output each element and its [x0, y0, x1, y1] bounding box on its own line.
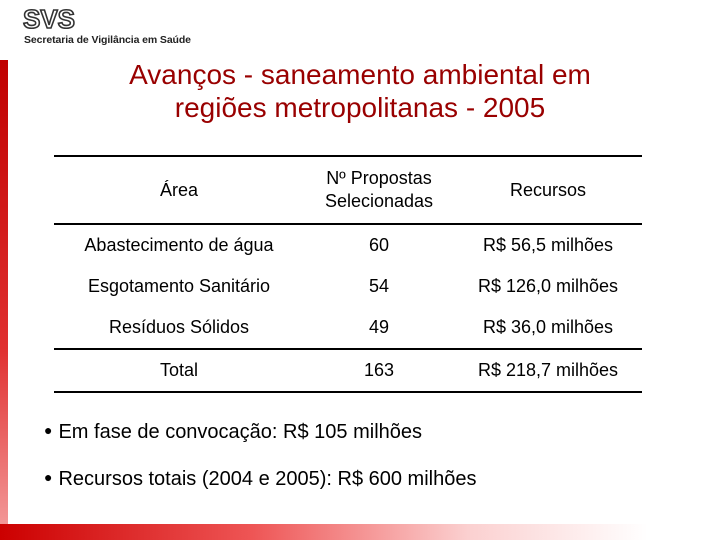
bullet-list: ● Em fase de convocação: R$ 105 milhões ●…	[44, 418, 476, 512]
logo-text: Secretaria de Vigilância em Saúde	[24, 34, 191, 46]
header-proposals: Nº Propostas Selecionadas	[304, 155, 454, 225]
header-proposals-line-1: Nº Propostas	[326, 168, 432, 188]
svg-text:SVS: SVS	[23, 6, 75, 32]
cell-area: Abastecimento de água	[84, 235, 274, 255]
total-resources: R$ 218,7 milhões	[454, 348, 642, 393]
results-table: Área Nº Propostas Selecionadas Recursos …	[54, 155, 642, 393]
bullet-item: ● Recursos totais (2004 e 2005): R$ 600 m…	[44, 465, 476, 491]
cell-area: Resíduos Sólidos	[108, 317, 250, 337]
total-proposals: 163	[304, 348, 454, 393]
header-resources: Recursos	[454, 155, 642, 225]
header-area: Área	[54, 155, 304, 225]
cell-proposals: 60	[368, 235, 390, 255]
header-proposals-line-2: Selecionadas	[324, 191, 434, 211]
bullet-dot-icon: ●	[44, 469, 53, 485]
total-area: Total	[54, 348, 304, 393]
bullet-text: Recursos totais (2004 e 2005): R$ 600 mi…	[58, 468, 477, 490]
table-row: Resíduos Sólidos 49 R$ 36,0 milhões	[54, 307, 642, 349]
bullet-text: Em fase de convocação: R$ 105 milhões	[58, 421, 423, 443]
left-accent-bar	[0, 60, 8, 540]
cell-proposals: 54	[368, 276, 390, 296]
cell-resources: R$ 36,0 milhões	[482, 317, 614, 337]
cell-area: Esgotamento Sanitário	[87, 276, 271, 296]
svs-logo-mark: SVS	[22, 6, 76, 32]
title-line-1: Avanços - saneamento ambiental em	[129, 59, 591, 90]
slide-title: Avanços - saneamento ambiental em regiõe…	[40, 58, 680, 124]
bullet-item: ● Em fase de convocação: R$ 105 milhões	[44, 418, 476, 444]
cell-resources: R$ 56,5 milhões	[482, 235, 614, 255]
cell-resources: R$ 126,0 milhões	[477, 276, 619, 296]
bottom-accent-bar	[0, 524, 720, 540]
cell-proposals: 49	[368, 317, 390, 337]
table-total-row: Total 163 R$ 218,7 milhões	[54, 348, 642, 393]
table-header-row: Área Nº Propostas Selecionadas Recursos	[54, 155, 642, 225]
table-row: Abastecimento de água 60 R$ 56,5 milhões	[54, 224, 642, 266]
table-row: Esgotamento Sanitário 54 R$ 126,0 milhõe…	[54, 266, 642, 307]
svs-logo: SVS Secretaria de Vigilância em Saúde	[22, 6, 202, 50]
title-line-2: regiões metropolitanas - 2005	[174, 92, 546, 123]
bullet-dot-icon: ●	[44, 422, 53, 438]
